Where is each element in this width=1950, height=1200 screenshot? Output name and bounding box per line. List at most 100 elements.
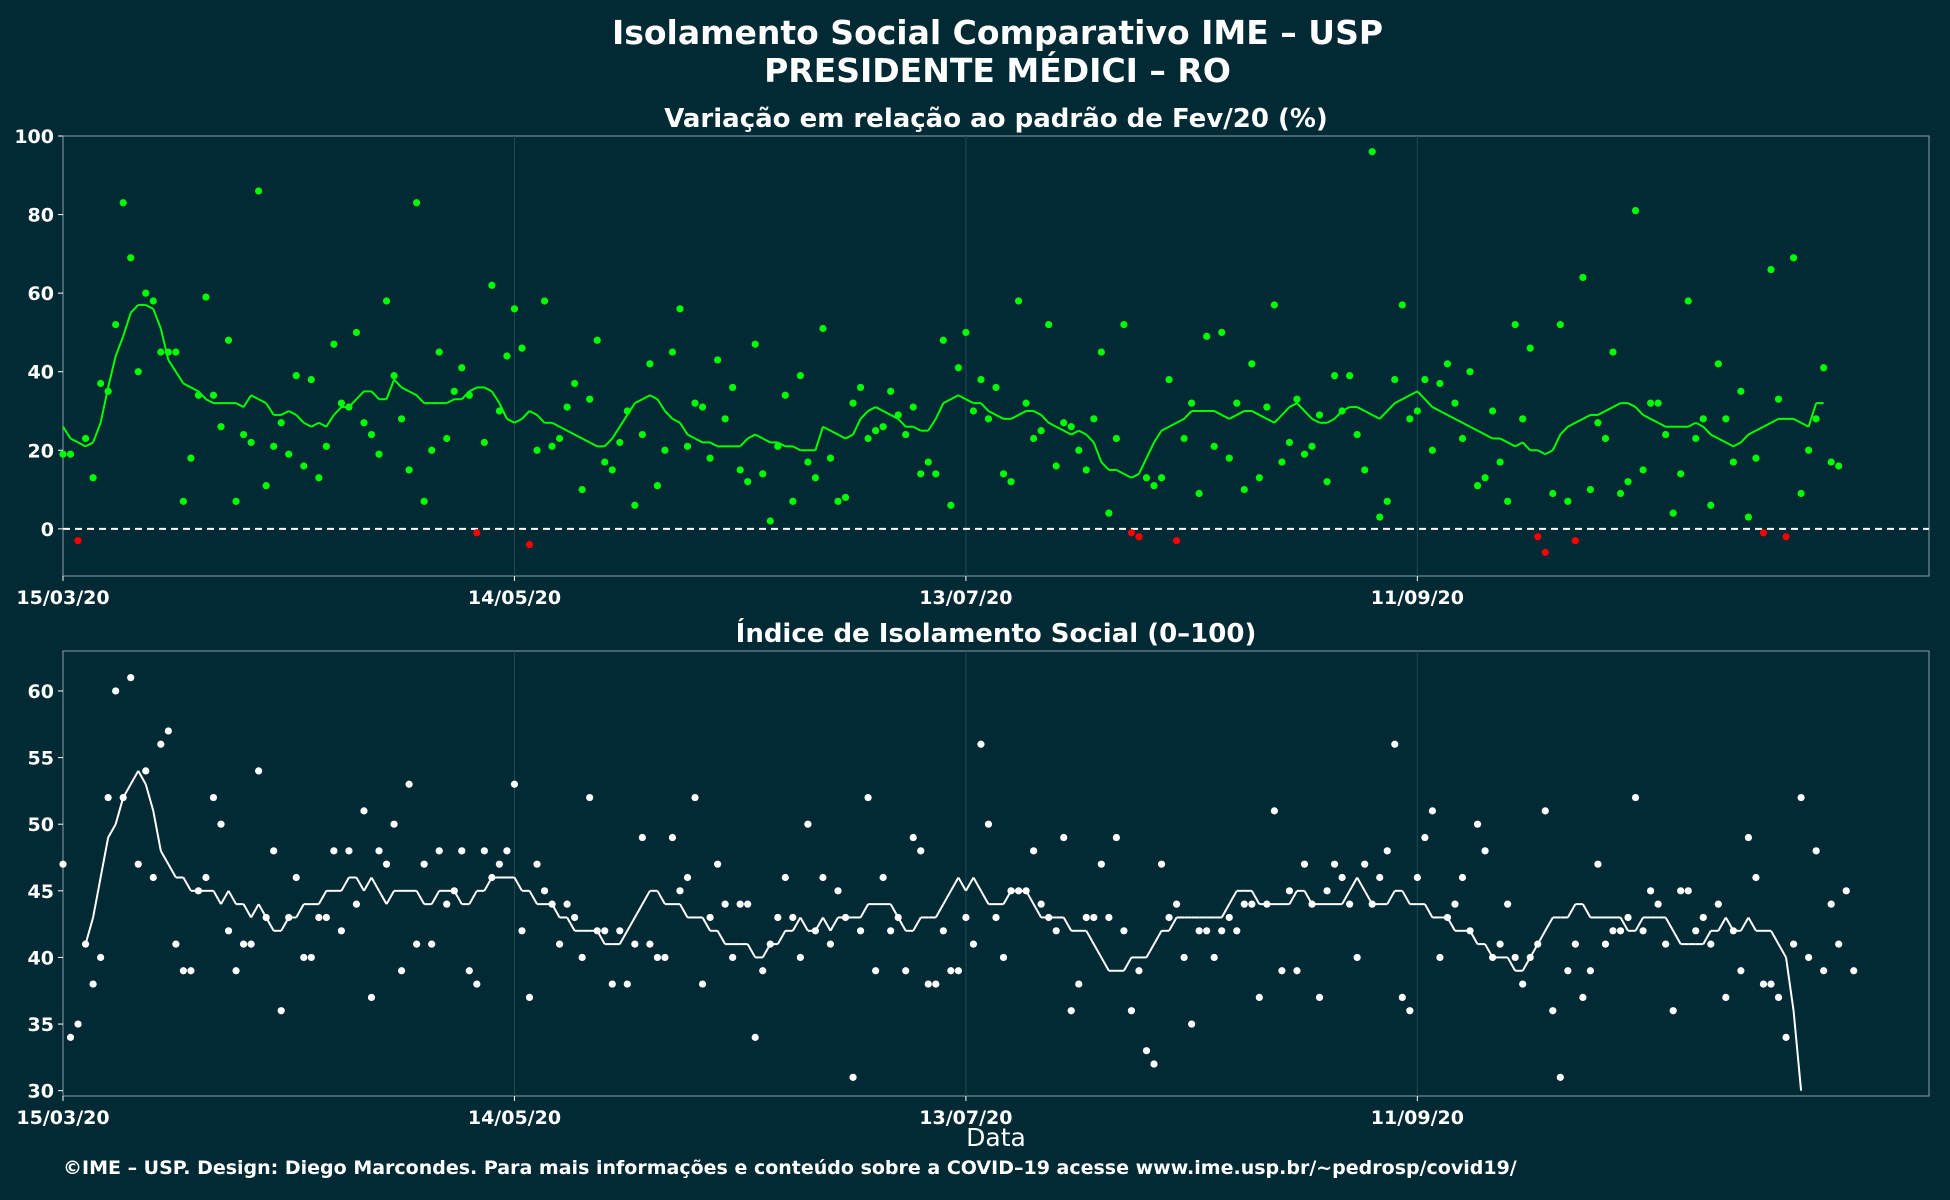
panel1-mean-line-segment [1642, 414, 1652, 420]
panel2-data-point [1413, 873, 1421, 882]
panel2-data-point [503, 847, 511, 855]
panel1-data-point [1150, 482, 1158, 490]
panel2-mean-line-segment [137, 770, 147, 785]
panel2-data-point [1135, 967, 1143, 975]
panel1-data-point [623, 407, 631, 415]
panel1-mean-line-segment [859, 410, 869, 420]
panel1-mean-line-segment [634, 398, 643, 405]
panel1-data-point [902, 430, 910, 439]
panel1-data-point [729, 383, 737, 392]
panel1-mean-line-segment [1213, 410, 1223, 416]
panel1-data-point [480, 438, 488, 447]
panel1-data-point [525, 540, 534, 549]
panel1-data-point [1361, 466, 1369, 474]
panel2-data-point [1406, 1007, 1414, 1015]
panel1-data-point [1714, 360, 1722, 368]
panel1-data-point [405, 466, 413, 474]
panel2-data-point [736, 900, 744, 908]
panel2-data-point [322, 913, 330, 922]
panel2-data-point [480, 847, 488, 855]
panel1-mean-line-segment [1431, 406, 1441, 412]
panel1-data-point [1135, 533, 1143, 541]
panel1-data-point [360, 419, 368, 427]
panel2-data-point [1624, 913, 1632, 922]
panel2-mean-line-segment [159, 850, 170, 865]
panel1-mean-line-segment [1176, 417, 1185, 424]
panel1-mean-line-segment [830, 429, 839, 436]
panel2-data-point [458, 847, 466, 855]
panel1-data-point [1609, 348, 1617, 356]
panel1-mean-line-segment [310, 421, 320, 428]
panel1-data-point [1157, 474, 1166, 482]
panel2-data-point [510, 780, 519, 788]
panel1-data-point [1737, 387, 1745, 395]
panel2-data-point [1060, 833, 1068, 842]
panel2-plot-border [62, 650, 1930, 1097]
panel2-data-point [1022, 887, 1030, 895]
panel2-data-point [1300, 860, 1309, 868]
panel1-data-point [262, 482, 270, 490]
panel2-data-point [81, 940, 90, 948]
panel1-mean-line-segment [303, 421, 312, 428]
panel1-mean-line-segment [1311, 417, 1321, 424]
panel2-data-point [1782, 1033, 1790, 1041]
panel2-data-point [1233, 927, 1241, 935]
panel1-data-point [518, 344, 526, 352]
panel1-data-point [548, 442, 556, 450]
panel1-mean-line-segment [927, 418, 937, 432]
panel1-data-point [834, 497, 842, 505]
panel1-data-point [1654, 399, 1662, 407]
panel2-data-point [300, 953, 308, 962]
panel1-data-point [1496, 458, 1504, 466]
panel2-data-point [172, 940, 180, 948]
panel2-x-tick-label: 11/09/20 [1371, 1107, 1464, 1129]
panel2-data-point [1120, 927, 1128, 935]
panel2-data-point [954, 967, 962, 975]
panel2-data-point [856, 927, 865, 935]
panel2-data-point [164, 727, 172, 735]
panel2-data-point [1707, 940, 1715, 948]
panel2-data-point [1504, 900, 1512, 908]
panel1-mean-line-segment [1115, 469, 1125, 475]
panel1-mean-line-segment [1507, 441, 1516, 448]
panel1-data-point [1759, 529, 1768, 537]
panel1-mean-line-segment [333, 406, 343, 416]
panel1-data-point [879, 423, 887, 431]
panel2-y-tick-label: 40 [28, 947, 54, 969]
panel1-data-point [691, 399, 699, 407]
panel2-data-point [495, 860, 504, 868]
panel2-data-point [1805, 953, 1813, 962]
panel1-mean-line-segment [355, 390, 365, 400]
panel1-mean-line-segment [167, 359, 177, 373]
panel2-mean-line-segment [746, 943, 757, 958]
panel1-mean-line-segment [1740, 433, 1750, 444]
panel2-mean-line-segment [84, 917, 95, 945]
panel1-data-point [1338, 407, 1346, 415]
panel2-data-point [97, 953, 105, 962]
panel1-mean-line-segment [1258, 414, 1268, 420]
panel1-mean-line-segment [1010, 414, 1020, 420]
panel2-data-point [337, 927, 345, 935]
panel1-data-point [1097, 348, 1105, 356]
panel2-data-point [999, 953, 1008, 962]
panel2-mean-line-segment [633, 903, 644, 918]
panel1-data-point [578, 485, 586, 494]
panel2-data-point [89, 980, 97, 988]
panel2-mean-line-segment [1582, 903, 1592, 918]
panel2-data-point [586, 793, 594, 802]
panel2-mean-line-segment [212, 890, 222, 905]
panel2-mean-line-segment [340, 877, 350, 892]
panel2-data-point [1330, 860, 1339, 868]
panel2-data-point [134, 860, 142, 868]
panel1-data-point [766, 517, 774, 525]
panel2-mean-line-segment [656, 890, 666, 905]
panel1-data-point [1406, 415, 1414, 423]
panel1-mean-line-segment [1469, 425, 1479, 432]
panel2-data-point [751, 1033, 759, 1041]
panel1-data-point [224, 336, 233, 344]
panel1-mean-line-segment [1634, 406, 1644, 416]
panel1-data-point [1045, 320, 1053, 329]
panel2-data-point [909, 833, 917, 842]
panel2-data-point [1127, 1007, 1136, 1015]
panel2-data-point [1097, 860, 1105, 868]
